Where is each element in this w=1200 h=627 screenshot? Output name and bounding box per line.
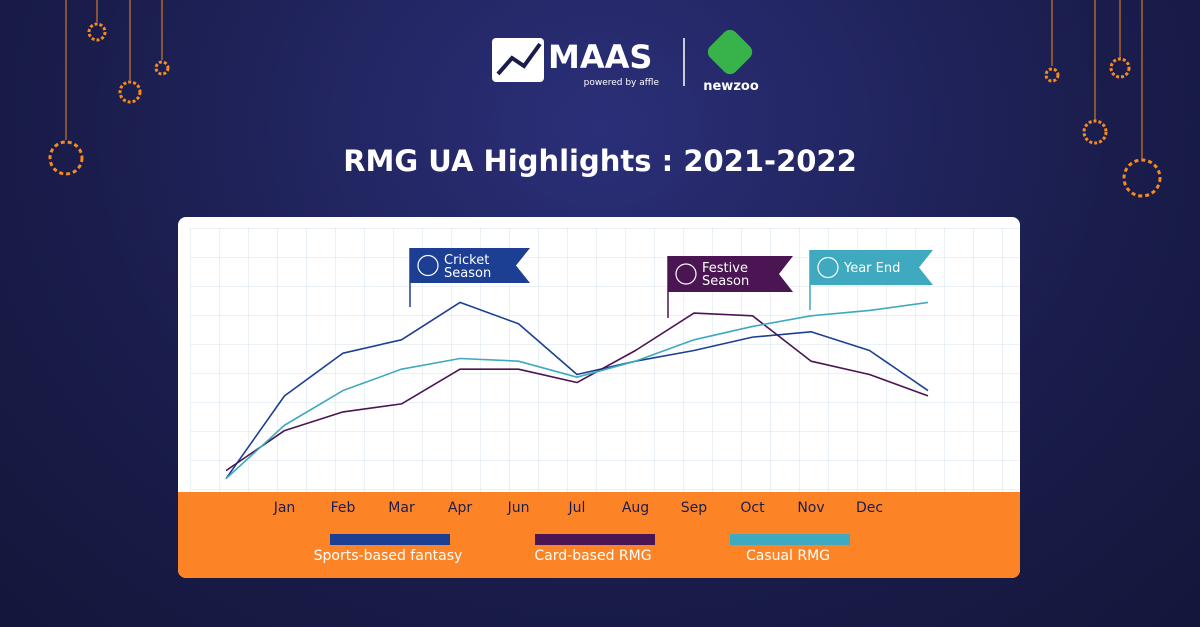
x-tick-label: Jul (568, 500, 586, 516)
partner: newzoo (703, 79, 759, 94)
legend-swatch (535, 534, 655, 545)
tagline: powered by affle (584, 78, 660, 88)
legend-swatch (330, 534, 450, 545)
flag (410, 248, 530, 283)
x-tick-label: Mar (388, 500, 415, 516)
x-tick-label: Jan (273, 500, 296, 516)
logo-icon-line (496, 42, 542, 76)
annotation: Year End (844, 261, 901, 276)
annotation: Festive Season (702, 261, 750, 289)
series-line (225, 301, 929, 480)
brand: MAAS (548, 38, 652, 76)
legend-label: Sports-based fantasy (314, 548, 463, 564)
plot: Jan Feb Mar Apr Jun Jul Aug Sep Oct Nov Dec Sports-… (225, 248, 933, 564)
x-tick-label: Apr (448, 500, 472, 516)
x-tick-label: Dec (856, 500, 883, 516)
series-line (225, 301, 929, 480)
legend-label: Casual RMG (746, 548, 830, 564)
annotation: Cricket Season (444, 252, 492, 281)
flag (668, 256, 793, 292)
x-tick-label: Oct (740, 500, 765, 516)
flag-icon (417, 254, 439, 277)
x-tick-label: Nov (797, 500, 824, 516)
legend-label: Card-based RMG (534, 548, 651, 564)
logo: MAAS powered by affle newzoo (492, 29, 759, 94)
x-tick-label: Aug (622, 500, 649, 516)
flag (810, 250, 933, 285)
x-tick-label: Jun (507, 500, 530, 516)
flag-icon (817, 256, 839, 279)
x-tick-label: Feb (331, 500, 356, 516)
x-tick-label: Sep (681, 500, 708, 516)
flag-icon (675, 263, 697, 285)
series-line (225, 312, 929, 472)
decorations (48, 0, 1162, 198)
partner-icon (707, 29, 753, 75)
chart-title: RMG UA Highlights : 2021-2022 (343, 144, 857, 178)
legend-swatch (730, 534, 850, 545)
